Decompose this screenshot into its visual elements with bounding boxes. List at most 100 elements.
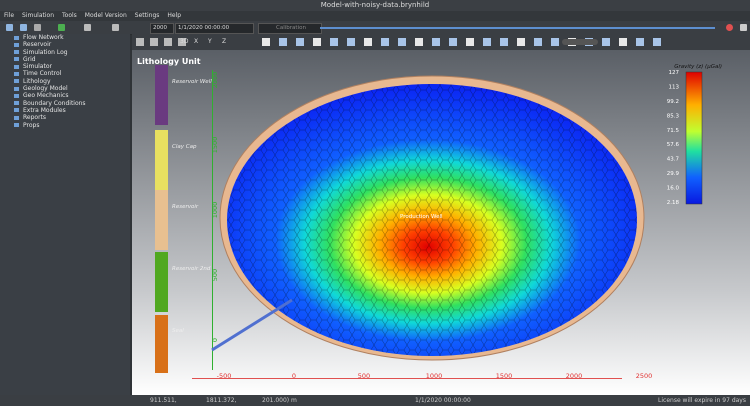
tree-label[interactable]: Reservoir: [23, 41, 52, 49]
colorbar-tick: 57.6: [667, 142, 680, 148]
save-button[interactable]: [34, 24, 41, 31]
tree-label[interactable]: Geo Mechanics: [23, 92, 69, 100]
tool-icon[interactable]: [432, 38, 440, 46]
run-button[interactable]: [58, 24, 65, 31]
tool-icon[interactable]: [381, 38, 389, 46]
tree-label[interactable]: Lithology: [23, 77, 51, 85]
tool-icon[interactable]: [415, 38, 423, 46]
lithology-label: Reservoir Well: [172, 79, 212, 85]
tool-icon[interactable]: [534, 38, 542, 46]
status-bar: 911.511, 1811.372, 201.000) m 1/1/2020 00:0…: [0, 395, 750, 406]
tool-icon[interactable]: [296, 38, 304, 46]
tool-icon[interactable]: [398, 38, 406, 46]
project-tree: Flow Network Reservoir Simulation Log Grid S…: [0, 34, 130, 395]
menu-item[interactable]: Model Version: [84, 12, 127, 19]
open-button[interactable]: [20, 24, 27, 31]
tool-icon[interactable]: [466, 38, 474, 46]
x-axis: [192, 378, 622, 379]
tool-icon[interactable]: [602, 38, 610, 46]
tree-item[interactable]: Geology Model: [0, 85, 130, 92]
z-axis: [211, 298, 293, 352]
menu-item[interactable]: Settings: [134, 12, 160, 19]
new-button[interactable]: [6, 24, 13, 31]
colorbar-title: Gravity (z) (µGal): [674, 64, 722, 70]
toolbar: 2000 1/1/2020 00:00:00 Calibration: [0, 21, 750, 35]
tool-icon[interactable]: [136, 38, 144, 46]
x-tick: 500: [358, 372, 370, 380]
license-notice: License will expire in 97 days: [658, 397, 746, 404]
x-tick: 1000: [426, 372, 443, 380]
year-field[interactable]: 2000: [150, 23, 174, 34]
tree-item[interactable]: Simulation Log: [0, 49, 130, 56]
lithology-label: Seal: [172, 328, 184, 334]
lithology-band: [155, 190, 168, 250]
tree-item[interactable]: Reservoir: [0, 41, 130, 48]
menu-item[interactable]: File: [4, 12, 15, 19]
view-button[interactable]: Y: [208, 38, 212, 45]
tool-icon[interactable]: [449, 38, 457, 46]
tool-icon[interactable]: [279, 38, 287, 46]
status-time: 1/1/2020 00:00:00: [415, 397, 471, 404]
tree-item[interactable]: Simulator: [0, 63, 130, 70]
tool-icon[interactable]: [653, 38, 661, 46]
tree-label[interactable]: Boundary Conditions: [23, 99, 86, 107]
progress-bar: [320, 27, 715, 29]
tree-item[interactable]: Extra Modules: [0, 107, 130, 114]
coordinate: 911.511,: [150, 397, 177, 404]
menu-item[interactable]: Help: [167, 12, 182, 19]
y-tick: 1500: [211, 137, 219, 154]
record-button[interactable]: [726, 24, 733, 31]
tree-label[interactable]: Flow Network: [23, 34, 64, 41]
y-tick: 2000: [211, 72, 219, 89]
tool-icon[interactable]: [364, 38, 372, 46]
tree-item[interactable]: Grid: [0, 56, 130, 63]
tool-icon[interactable]: [164, 38, 172, 46]
tree-item[interactable]: Boundary Conditions: [0, 100, 130, 107]
tree-label[interactable]: Grid: [23, 55, 36, 63]
view-button[interactable]: Z: [222, 38, 227, 45]
lithology-column: Reservoir Well Clay Cap Reservoir Reservoir…: [155, 65, 212, 373]
lithology-label: Reservoir 2nd: [172, 266, 211, 272]
mode-field[interactable]: Calibration: [258, 23, 322, 34]
tool-icon[interactable]: [517, 38, 525, 46]
tool-icon[interactable]: [330, 38, 338, 46]
tool-icon[interactable]: [551, 38, 559, 46]
tool-icon[interactable]: [150, 38, 158, 46]
date-field[interactable]: 1/1/2020 00:00:00: [175, 23, 254, 34]
tree-item[interactable]: Lithology: [0, 78, 130, 85]
tree-item[interactable]: Geo Mechanics: [0, 92, 130, 99]
tree-item[interactable]: Flow Network: [0, 34, 130, 41]
tree-label[interactable]: Geology Model: [23, 85, 68, 93]
viewport-canvas: Reservoir Well Clay Cap Reservoir Reservoir…: [137, 57, 722, 380]
tool-icon[interactable]: [619, 38, 627, 46]
tool-icon[interactable]: [483, 38, 491, 46]
tree-item[interactable]: Props: [0, 122, 130, 129]
viewport-title: Lithology Unit: [137, 57, 201, 66]
tool-icon[interactable]: [347, 38, 355, 46]
lithology-band: [155, 252, 168, 312]
pause-button[interactable]: [84, 24, 91, 31]
tool-icon[interactable]: [500, 38, 508, 46]
tree-item[interactable]: Reports: [0, 114, 130, 121]
tree-label[interactable]: Reports: [23, 114, 47, 122]
tool-icon[interactable]: [313, 38, 321, 46]
tree-label[interactable]: Simulation Log: [23, 48, 68, 56]
view-button[interactable]: 3D: [180, 38, 189, 45]
stop-button[interactable]: [112, 24, 119, 31]
tree-label[interactable]: Extra Modules: [23, 106, 66, 114]
tree-item[interactable]: Time Control: [0, 70, 130, 77]
settings-button[interactable]: [740, 24, 747, 31]
tree-label[interactable]: Time Control: [23, 70, 62, 78]
colorbar-tick: 71.5: [667, 128, 680, 134]
slider[interactable]: [562, 39, 598, 45]
tool-icon[interactable]: [262, 38, 270, 46]
tree-label[interactable]: Simulator: [23, 63, 52, 71]
menu-item[interactable]: Simulation: [22, 12, 55, 19]
lithology-band: [155, 130, 168, 190]
view-button[interactable]: X: [194, 38, 199, 45]
tool-icon[interactable]: [636, 38, 644, 46]
tool-icon[interactable]: [178, 38, 186, 46]
menu-item[interactable]: Tools: [62, 12, 77, 19]
tree-label[interactable]: Props: [23, 121, 40, 129]
